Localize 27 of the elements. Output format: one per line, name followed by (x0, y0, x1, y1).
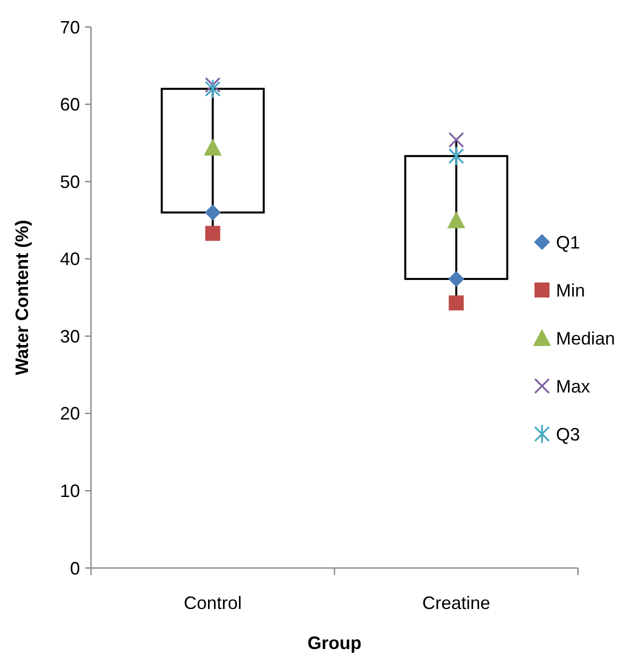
y-tick-label: 50 (60, 172, 80, 192)
point (204, 138, 222, 156)
point (448, 146, 464, 166)
y-tick-label: 30 (60, 326, 80, 346)
point (205, 226, 220, 241)
point (448, 132, 464, 148)
y-tick-label: 20 (60, 404, 80, 424)
legend-label: Q3 (556, 424, 580, 444)
y-axis-title: Water Content (%) (12, 220, 32, 376)
y-tick-label: 40 (60, 249, 80, 270)
x-axis-title: Group (308, 633, 362, 653)
point (447, 211, 466, 228)
legend-label: Max (556, 376, 590, 396)
legend-label: Median (556, 328, 616, 348)
y-tick-label: 10 (60, 481, 80, 502)
point (204, 204, 221, 220)
y-tick-label: 70 (60, 17, 80, 38)
x-tick-label: Control (184, 593, 242, 613)
legend-label: Min (556, 280, 586, 300)
point (204, 78, 221, 99)
point (448, 270, 464, 287)
y-tick-label: 60 (60, 94, 80, 115)
x-tick-label: Creatine (422, 593, 490, 613)
y-tick-label: 0 (70, 558, 80, 578)
point (204, 77, 221, 93)
point (448, 295, 464, 310)
legend-label: Q1 (556, 232, 580, 252)
